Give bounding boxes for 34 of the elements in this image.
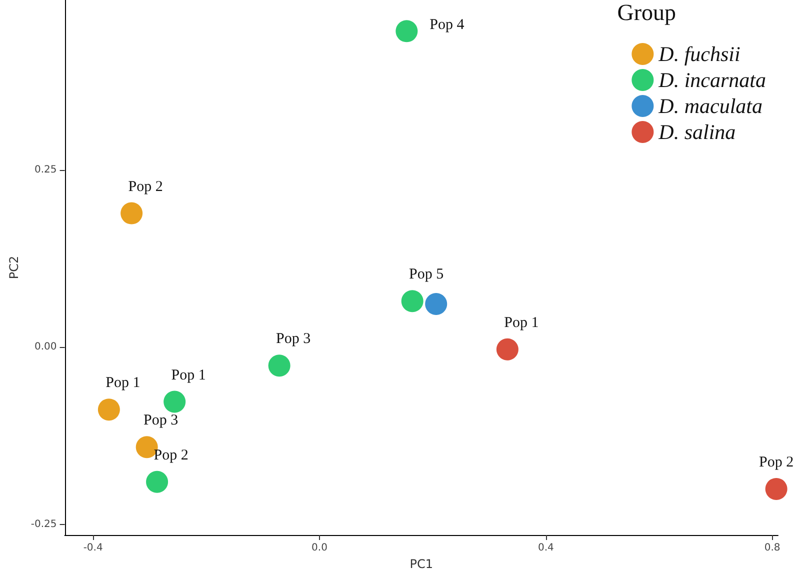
y-tick-label: 0.25 [34,164,57,176]
point [765,478,788,500]
point [425,293,448,315]
legend-title: Group [617,0,676,25]
point [496,338,518,360]
data-label: Pop 3 [276,331,311,348]
x-axis-title: PC1 [410,556,434,571]
x-tick-label: -0.4 [83,542,103,554]
data-label: Pop 2 [128,178,163,195]
data-label: Pop 1 [504,314,539,331]
point [164,390,186,413]
point [268,354,290,377]
point [98,398,120,421]
y-tick-label: 0.00 [34,342,57,353]
data-label: Pop 2 [759,454,794,470]
y-tick-label: -0.25 [30,518,57,530]
x-tick-label: 0.0 [312,542,328,554]
y-axis-title: PC2 [7,256,21,280]
data-label: Pop 4 [430,17,465,34]
x-tick-label: 0.8 [764,542,780,554]
data-label: Pop 3 [144,412,178,429]
data-label: Pop 5 [409,266,444,283]
data-label: Pop 1 [171,367,206,384]
point [396,20,418,42]
point [401,290,424,312]
data-label: Pop 2 [154,447,188,464]
x-tick-label: 0.4 [538,542,554,554]
legend-label: D. fuchsii [658,42,740,66]
point [146,470,168,493]
legend-label: D. incarnata [658,68,766,92]
data-label: Pop 1 [106,375,140,392]
point [120,202,143,224]
legend-label: D. maculata [658,94,762,118]
legend-label: D. salina [658,120,736,144]
